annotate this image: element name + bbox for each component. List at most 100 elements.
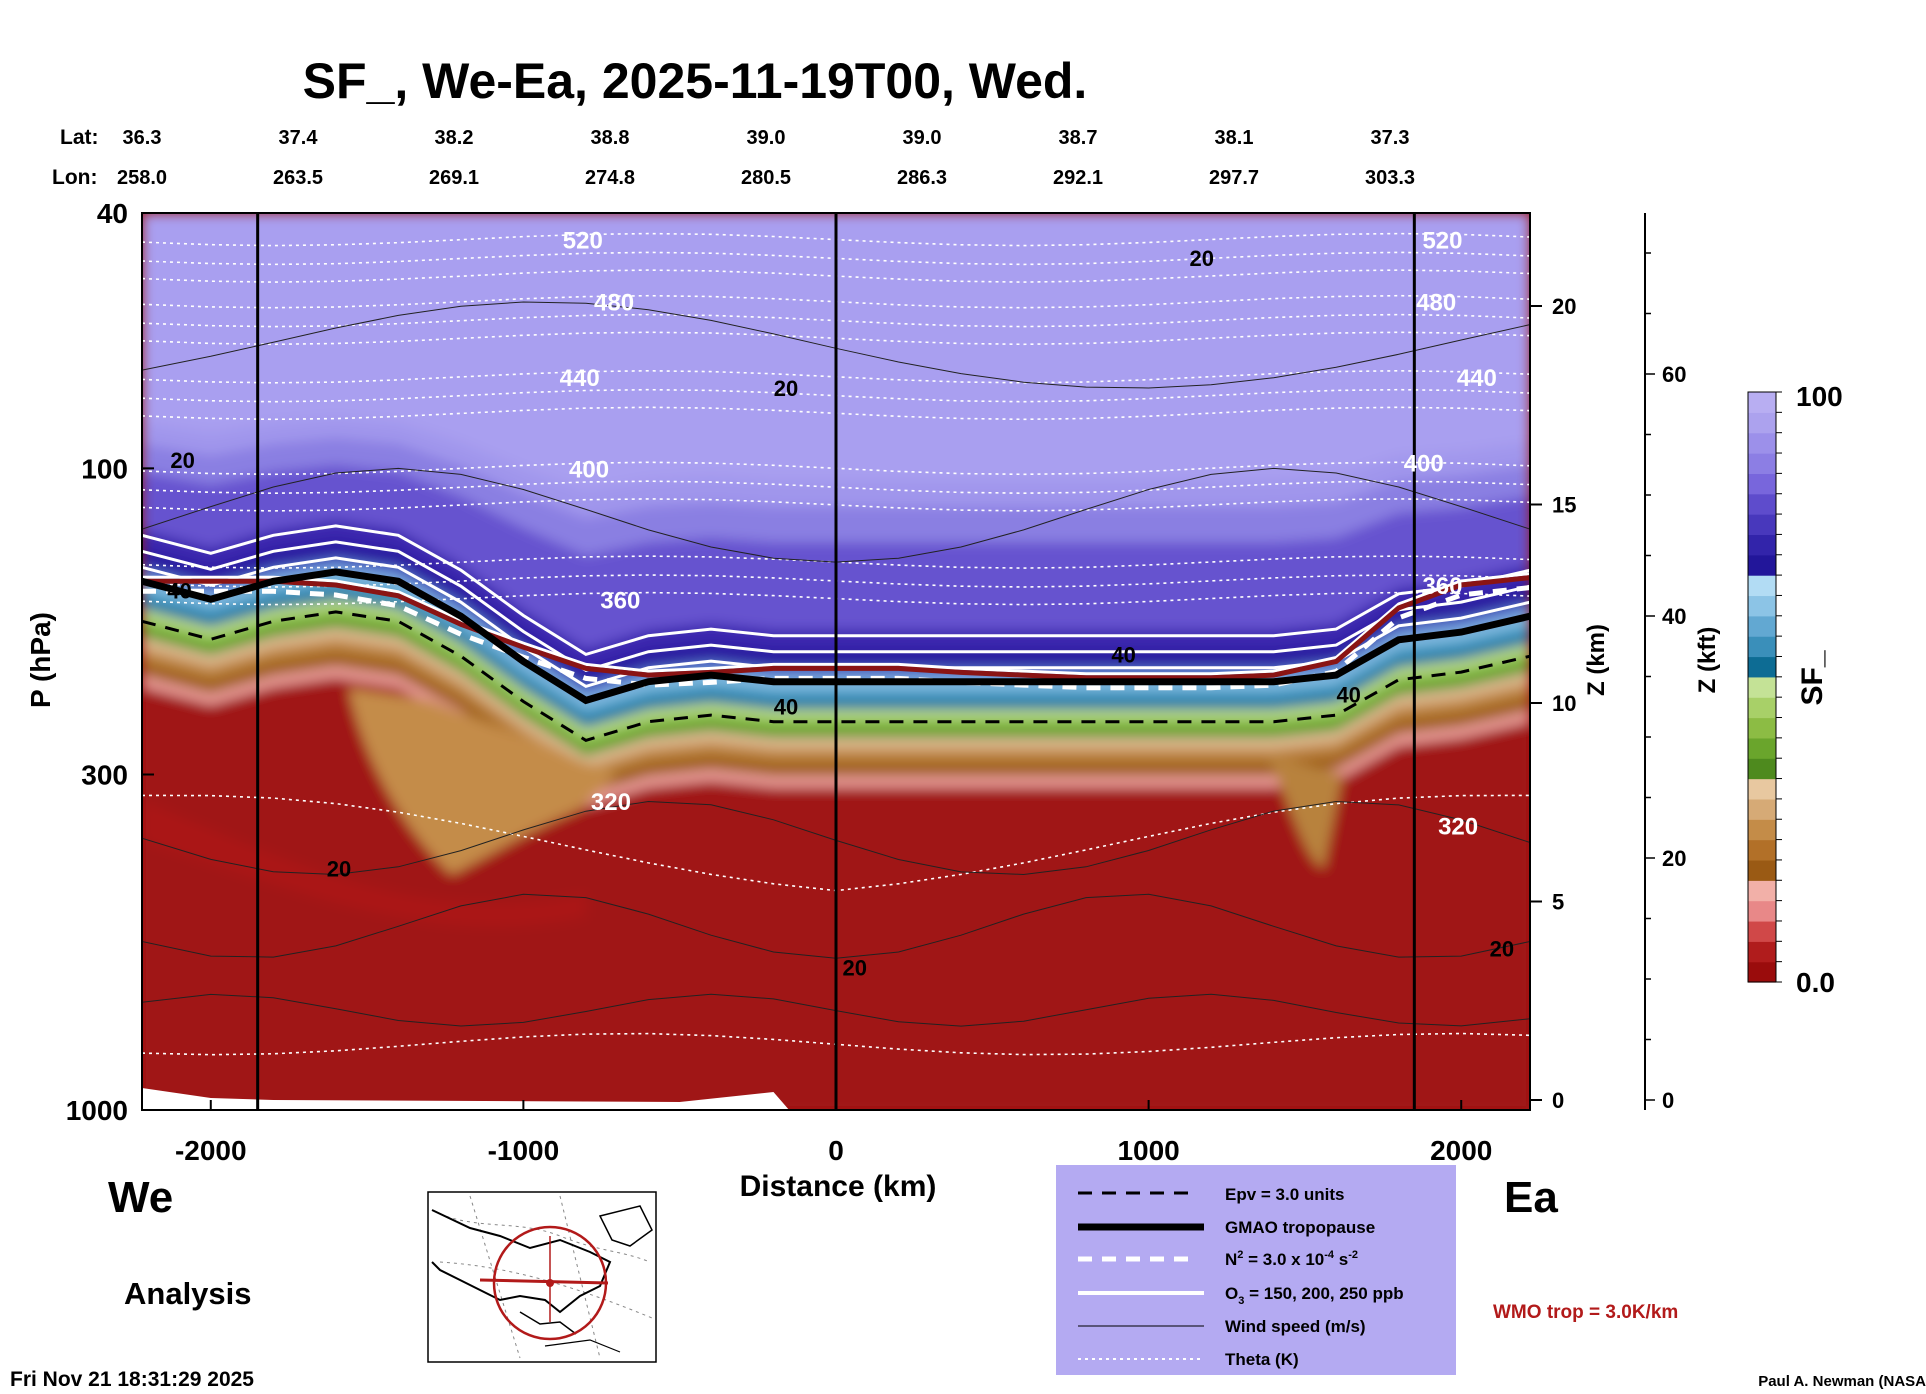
lon-value: 297.7 — [1209, 167, 1259, 189]
z-km-tick-label: 15 — [1552, 493, 1576, 518]
lon-value: 274.8 — [585, 167, 635, 189]
timestamp: Fri Nov 21 18:31:29 2025 — [10, 1368, 254, 1391]
colorbar-swatch — [1748, 534, 1776, 556]
x-axis-title: Distance (km) — [740, 1170, 937, 1203]
lon-value: 269.1 — [429, 167, 479, 189]
legend: Epv = 3.0 units GMAO tropopause N2 = 3.0… — [1056, 1165, 1456, 1375]
analysis-label: Analysis — [124, 1276, 252, 1311]
colorbar-title: SF_ — [1796, 650, 1829, 705]
lat-lon-values: 36.3 37.4 38.2 38.8 39.0 39.0 38.7 38.1 37.3 258.… — [117, 127, 1415, 189]
x-tick-label: -1000 — [488, 1135, 560, 1166]
west-label: We — [108, 1173, 173, 1222]
colorbar-swatch — [1748, 676, 1776, 698]
lat-value: 38.8 — [591, 127, 630, 149]
colorbar-max-label: 100 — [1796, 381, 1843, 412]
colorbar-swatch — [1748, 514, 1776, 536]
x-tick-label: 2000 — [1430, 1135, 1492, 1166]
colorbar-swatch — [1748, 412, 1776, 434]
p-tick-label: 1000 — [66, 1095, 128, 1126]
theta-label: 400 — [569, 456, 609, 483]
theta-label: 520 — [1422, 228, 1462, 255]
wind-label: 20 — [327, 856, 351, 881]
theta-label: 440 — [1457, 365, 1497, 392]
theta-label: 320 — [1438, 813, 1478, 840]
lat-value: 37.4 — [279, 127, 319, 149]
colorbar-swatch — [1748, 880, 1776, 902]
theta-label: 520 — [563, 228, 603, 255]
x-tick-label: 1000 — [1117, 1135, 1179, 1166]
p-tick-label: 100 — [81, 453, 128, 484]
wind-label: 40 — [167, 578, 191, 603]
lat-value: 36.3 — [123, 127, 162, 149]
epv-contour — [142, 610, 1530, 743]
east-label: Ea — [1504, 1173, 1558, 1222]
wind-label: 20 — [843, 956, 867, 981]
legend-wind: Wind speed (m/s) — [1225, 1317, 1366, 1336]
legend-theta: Theta (K) — [1225, 1350, 1299, 1369]
lat-value: 39.0 — [747, 127, 786, 149]
colorbar-swatch — [1748, 717, 1776, 739]
inset-map — [427, 1191, 657, 1363]
z-km-tick-label: 5 — [1552, 890, 1564, 915]
z-kft-tick-label: 20 — [1662, 846, 1686, 871]
sf-tongue — [348, 688, 618, 875]
legend-tropopause: GMAO tropopause — [1225, 1218, 1375, 1237]
colorbar-swatch — [1748, 575, 1776, 597]
colorbar-swatch — [1748, 473, 1776, 495]
lon-value: 280.5 — [741, 167, 791, 189]
colorbar-swatch — [1748, 758, 1776, 780]
colorbar — [1747, 391, 1782, 983]
contour-labels: 520 480 440 400 360 320 520 480 440 400 360 320 20 20… — [167, 228, 1514, 981]
colorbar-swatch — [1748, 920, 1776, 942]
x-tick-label: -2000 — [175, 1135, 247, 1166]
colorbar-swatch — [1748, 900, 1776, 922]
colorbar-swatch — [1748, 819, 1776, 841]
lon-value: 286.3 — [897, 167, 947, 189]
lon-label: Lon: — [52, 166, 97, 189]
theta-label: 360 — [1422, 573, 1462, 600]
lat-value: 38.7 — [1059, 127, 1098, 149]
colorbar-swatch — [1748, 554, 1776, 576]
z-km-tick-label: 10 — [1552, 691, 1576, 716]
z-kft-tick-label: 0 — [1662, 1088, 1674, 1113]
lat-value: 39.0 — [903, 127, 942, 149]
legend-n2: N2 = 3.0 x 10-4 s-2 — [1225, 1249, 1358, 1269]
colorbar-swatch — [1748, 941, 1776, 963]
lon-value: 303.3 — [1365, 167, 1415, 189]
wind-label: 20 — [1190, 246, 1214, 271]
wmo-note: WMO trop = 3.0K/km — [1493, 1302, 1678, 1323]
theta-label: 440 — [560, 365, 600, 392]
contour-overlays — [142, 213, 1530, 1110]
theta-label: 360 — [600, 587, 640, 614]
wind-label: 40 — [1336, 682, 1360, 707]
colorbar-swatch — [1748, 595, 1776, 617]
colorbar-swatch — [1748, 453, 1776, 474]
lon-value: 263.5 — [273, 167, 323, 189]
wind-label: 40 — [1111, 642, 1135, 667]
chart-title: SF_, We-Ea, 2025-11-19T00, Wed. — [303, 53, 1088, 109]
z-kft-tick-label: 60 — [1662, 362, 1686, 387]
z-kft-axis-title: Z (kft) — [1694, 627, 1721, 694]
colorbar-swatch — [1748, 636, 1776, 658]
colorbar-swatch — [1748, 697, 1776, 719]
legend-box — [1056, 1165, 1456, 1375]
theta-label: 320 — [591, 789, 631, 816]
lat-value: 38.1 — [1215, 127, 1254, 149]
p-tick-label: 40 — [97, 198, 128, 229]
axes: -2000 -1000 0 1000 2000 40 100 300 1000 0 5 10 15 20 0… — [66, 198, 1687, 1166]
colorbar-min-label: 0.0 — [1796, 967, 1835, 998]
colorbar-frame — [1747, 391, 1777, 983]
lat-value: 38.2 — [435, 127, 474, 149]
colorbar-swatch — [1748, 961, 1776, 983]
theta-label: 480 — [594, 290, 634, 317]
legend-epv: Epv = 3.0 units — [1225, 1185, 1345, 1204]
legend-o3: O3 = 150, 200, 250 ppb — [1225, 1284, 1404, 1307]
y-axis-title: P (hPa) — [25, 612, 56, 708]
lon-value: 258.0 — [117, 167, 167, 189]
colorbar-swatch — [1748, 493, 1776, 515]
p-tick-label: 300 — [81, 759, 128, 790]
theta-label: 480 — [1416, 290, 1456, 317]
z-km-axis-title: Z (km) — [1583, 624, 1610, 696]
lat-label: Lat: — [60, 126, 99, 149]
